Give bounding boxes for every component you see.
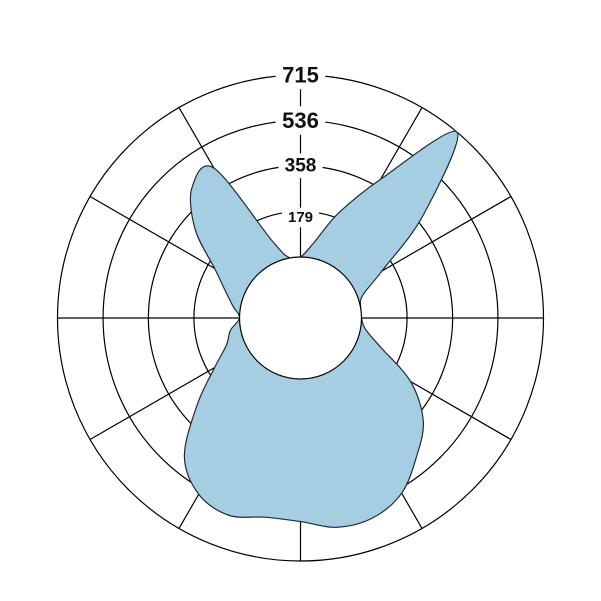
tick-label-358: 358 [285,155,317,176]
tick-label-179: 179 [288,209,313,226]
radial-tick-labels: 179 358 536 715 [275,60,326,228]
tick-label-bg-358 [278,153,323,179]
tick-label-bg-179 [282,207,319,228]
polar-overlay [238,256,363,380]
tick-label-536: 536 [282,108,319,133]
inner-hole [238,256,363,380]
tick-label-bg-715 [275,60,326,90]
tick-label-715: 715 [282,63,319,88]
tick-label-bg-536 [275,106,326,135]
